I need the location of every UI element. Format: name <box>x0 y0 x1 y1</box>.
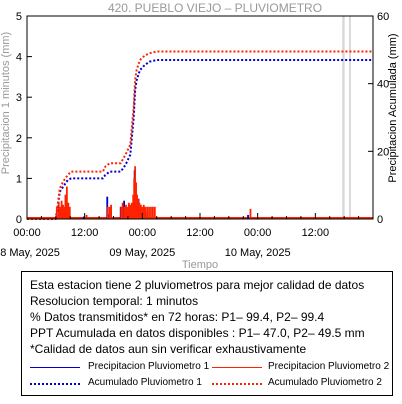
precipitacion-pluviometro-2-bar-25 <box>135 182 137 219</box>
right-axis: 0 20 40 60 <box>368 11 389 226</box>
right-tick-label-0: 0 <box>377 214 383 226</box>
x-date-label-2: 09 May, 2025 <box>109 247 175 259</box>
precipitacion-pluviometro-2-bar-16 <box>123 206 126 219</box>
cumulative-lines <box>27 50 373 220</box>
precipitacion-pluviometro-2-bar-19 <box>127 202 130 219</box>
precipitacion-pluviometro-2-bar-6 <box>64 194 67 219</box>
legend-label-precip-1: Precipitacion Pluviometro 1 <box>88 361 210 372</box>
legend-line-accum-2 <box>212 383 262 385</box>
x-time-label-0: 00:00 <box>13 227 41 239</box>
precipitacion-pluviometro-2-bar-27 <box>137 198 139 219</box>
legend-label-accum-2: Acumulado Pluviometro 2 <box>268 377 382 388</box>
precipitacion-pluviometro-2-bar-11 <box>106 206 109 219</box>
left-tick-label-2: 2 <box>16 133 22 145</box>
precipitacion-pluviometro-2-bar-3 <box>60 200 63 219</box>
precipitacion-pluviometro-2-bar-1 <box>57 202 60 219</box>
precipitacion-pluviometro-2-bar-37 <box>153 206 156 219</box>
precipitacion-pluviometro-2-bar-24 <box>134 166 137 219</box>
precipitacion-pluviometro-2-bar-30 <box>141 206 144 219</box>
gray-band-0 <box>342 16 345 219</box>
note-accumulated: PPT Acumulada en datos disponibles : P1–… <box>30 326 365 340</box>
acumulado-pluviometro-2-line <box>27 50 373 220</box>
precipitacion-pluviometro-2-bar-13 <box>110 204 112 219</box>
left-tick-label-3: 3 <box>16 92 22 104</box>
note-quality: *Calidad de datos aun sin verificar exha… <box>30 342 307 356</box>
right-tick-label-2: 40 <box>377 79 389 91</box>
left-tick-label-0: 0 <box>16 214 22 226</box>
y-axis-label-left: Precipitacion 1 minutos (mm) <box>0 32 12 174</box>
left-tick-label-4: 4 <box>16 52 22 64</box>
x-axis-label: Tiempo <box>182 259 218 270</box>
precipitacion-pluviometro-2-bar-38 <box>249 208 252 219</box>
precipitacion-pluviometro-2-bar-20 <box>129 204 132 219</box>
precipitacion-pluviometro-2-bar-7 <box>65 186 68 219</box>
gray-bands <box>342 16 351 219</box>
gray-band-1 <box>348 16 351 219</box>
precipitacion-pluviometro-2-bar-14 <box>120 206 123 219</box>
precipitacion-pluviometro-2-bar-18 <box>126 206 129 219</box>
x-time-label-5: 12:00 <box>302 227 330 239</box>
legend-label-precip-2: Precipitacion Pluviometro 2 <box>268 361 390 372</box>
precipitacion-pluviometro-2-bar-34 <box>148 206 150 219</box>
acumulado-pluviometro-1-line <box>27 59 373 220</box>
chart-title: 420. PUEBLO VIEJO – PLUVIOMETRO <box>108 1 322 15</box>
bars <box>27 166 373 219</box>
x-axis: 00:00 08 May, 2025 12:00 00:00 09 May, 2025 1… <box>0 213 374 259</box>
precipitacion-pluviometro-2-bar-9 <box>68 206 71 219</box>
precipitacion-pluviometro-2-bar-4 <box>62 204 64 219</box>
precipitacion-pluviometro-2-bar-28 <box>138 202 141 219</box>
legend-line-precip-1 <box>30 367 80 368</box>
left-tick-label-5: 5 <box>16 11 22 23</box>
x-date-label-0: 08 May, 2025 <box>0 247 60 259</box>
y-axis-label-right: Precipitacion Acumulada (mm) <box>387 33 399 182</box>
x-time-label-4: 00:00 <box>244 227 272 239</box>
precipitacion-pluviometro-2-bar-33 <box>146 206 149 219</box>
precipitacion-pluviometro-1-bar-14 <box>247 214 249 219</box>
precipitacion-pluviometro-2-bar-31 <box>142 204 145 219</box>
x-time-label-2: 00:00 <box>129 227 157 239</box>
legend-box: Esta estacion tiene 2 pluviometros para … <box>21 271 393 396</box>
legend-line-accum-1 <box>30 383 80 385</box>
x-date-label-4: 10 May, 2025 <box>225 247 291 259</box>
left-tick-label-1: 1 <box>16 173 22 185</box>
legend-label-accum-1: Acumulado Pluviometro 1 <box>88 377 202 388</box>
note-dual-gauge: Esta estacion tiene 2 pluviometros para … <box>30 278 365 292</box>
precipitacion-pluviometro-2-bar-29 <box>139 204 142 219</box>
precipitacion-pluviometro-2-bar-36 <box>152 206 154 219</box>
precipitacion-pluviometro-2-bar-10 <box>85 214 88 219</box>
precipitacion-pluviometro-2-bar-23 <box>133 178 136 219</box>
plot-frame <box>26 15 374 220</box>
precipitacion-pluviometro-2-bar-0 <box>55 206 58 219</box>
note-resolution: Resolucion temporal: 1 minutos <box>30 294 199 308</box>
x-time-label-3: 12:00 <box>186 227 214 239</box>
precipitacion-pluviometro-2-bar-15 <box>121 202 124 219</box>
legend-line-precip-2 <box>212 367 262 368</box>
precipitacion-pluviometro-2-bar-17 <box>125 204 127 219</box>
precipitacion-pluviometro-2-bar-8 <box>67 202 70 219</box>
right-tick-label-1: 20 <box>377 146 389 158</box>
precipitacion-pluviometro-2-bar-21 <box>130 202 133 219</box>
left-axis: 0 1 2 3 4 5 <box>16 11 32 226</box>
x-time-label-1: 12:00 <box>71 227 99 239</box>
right-tick-label-3: 60 <box>377 11 389 23</box>
note-transmitted: % Datos transmitidos* en 72 horas: P1– 9… <box>30 310 325 324</box>
precipitacion-pluviometro-2-bar-32 <box>144 206 147 219</box>
precipitacion-pluviometro-2-bar-12 <box>108 206 111 219</box>
precipitacion-pluviometro-2-bar-2 <box>59 206 62 219</box>
precipitacion-pluviometro-2-bar-35 <box>150 206 152 219</box>
precipitacion-pluviometro-2-bar-22 <box>132 194 135 219</box>
precipitacion-pluviometro-1-bar-2 <box>82 216 85 219</box>
precipitacion-pluviometro-2-bar-5 <box>63 206 66 219</box>
precipitacion-pluviometro-2-bar-26 <box>136 194 138 219</box>
